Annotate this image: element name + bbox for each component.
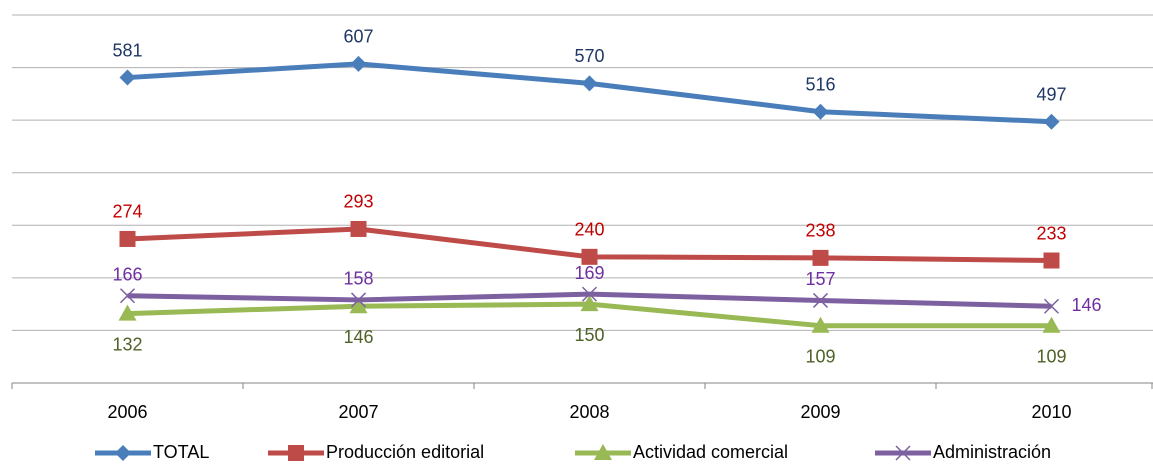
point-marker <box>350 292 367 308</box>
data-label: 166 <box>112 264 142 284</box>
legend-marker <box>288 445 304 461</box>
point-marker <box>350 55 367 72</box>
data-label: 293 <box>343 192 373 212</box>
point-marker <box>119 230 136 247</box>
point-marker <box>812 292 829 308</box>
series-line <box>127 61 1052 125</box>
legend-label: Actividad comercial <box>633 442 788 462</box>
point-marker <box>118 304 137 321</box>
point-marker <box>581 75 598 92</box>
point-marker <box>581 248 598 265</box>
data-label: 109 <box>1036 346 1066 366</box>
data-label: 146 <box>343 327 373 347</box>
data-label: 169 <box>574 263 604 283</box>
point-marker <box>812 103 829 120</box>
data-label: 109 <box>805 346 835 366</box>
legend-marker <box>895 445 911 461</box>
point-marker <box>119 288 136 304</box>
legend-label: TOTAL <box>153 442 209 462</box>
data-label: 240 <box>574 220 604 240</box>
data-label: 132 <box>112 334 142 354</box>
data-label: 238 <box>805 221 835 241</box>
data-label: 146 <box>1072 295 1102 315</box>
point-marker <box>119 69 136 86</box>
x-tick-label: 2010 <box>1031 402 1071 422</box>
data-label: 570 <box>574 46 604 66</box>
x-tick-label: 2008 <box>569 402 609 422</box>
point-marker <box>580 295 599 312</box>
data-label: 157 <box>805 269 835 289</box>
data-label: 497 <box>1036 84 1066 104</box>
x-tick-label: 2009 <box>800 402 840 422</box>
point-marker <box>349 297 368 314</box>
data-label: 581 <box>112 40 142 60</box>
legend-marker <box>115 445 131 461</box>
point-marker <box>1043 113 1060 130</box>
point-marker <box>1043 252 1060 269</box>
data-label: 233 <box>1036 223 1066 243</box>
point-marker <box>581 286 598 302</box>
point-marker <box>811 316 830 333</box>
legend-label: Producción editorial <box>326 442 484 462</box>
x-tick-label: 2006 <box>107 402 147 422</box>
data-label: 158 <box>343 269 373 289</box>
data-label: 274 <box>112 202 142 222</box>
legend-label: Administración <box>933 442 1051 462</box>
data-label: 516 <box>805 74 835 94</box>
point-marker <box>1042 316 1061 333</box>
point-marker <box>812 249 829 266</box>
data-label: 607 <box>343 27 373 47</box>
point-marker <box>1043 298 1060 314</box>
x-tick-label: 2007 <box>338 402 378 422</box>
point-marker <box>350 220 367 237</box>
data-label: 150 <box>574 325 604 345</box>
legend-marker <box>594 444 612 460</box>
